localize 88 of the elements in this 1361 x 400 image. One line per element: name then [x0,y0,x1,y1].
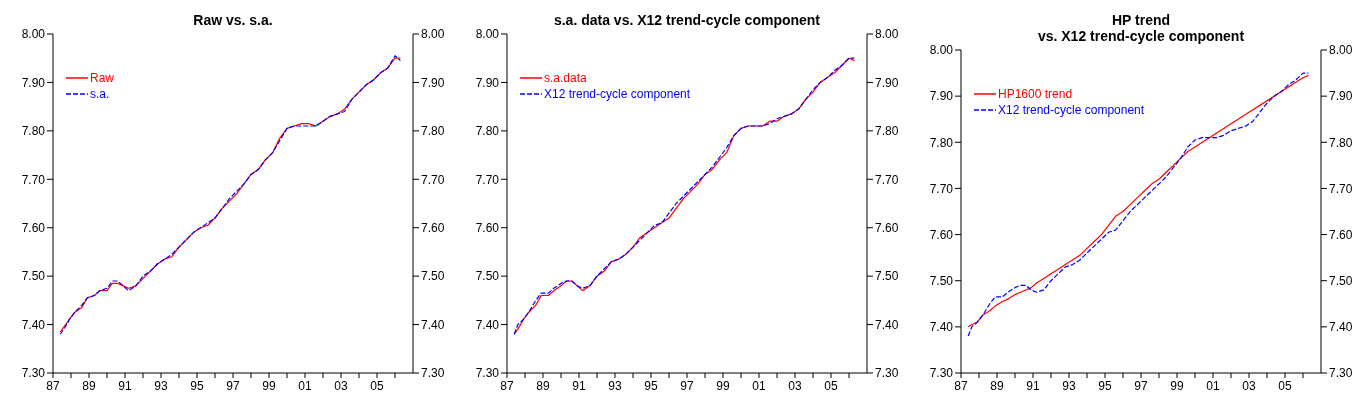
line-series [513,57,855,335]
x-tick-label: 89 [536,379,550,393]
x-tick-label: 89 [990,379,1004,393]
y2-tick-label: 7.30 [421,366,445,381]
x-tick-label: 01 [752,379,766,393]
x-tick-label: 89 [82,379,96,393]
x-tick-label: 91 [1026,379,1040,393]
x-tick-label: 01 [298,379,312,393]
x-tick-label: 03 [334,379,348,393]
y2-tick-label: 7.70 [1329,181,1353,196]
x-tick-label: 05 [370,379,384,393]
x-tick-label: 03 [788,379,802,393]
y-tick-label: 7.50 [475,269,500,284]
x-tick-label: 99 [1170,379,1184,393]
x-tick-label: 87 [954,379,968,393]
y2-tick-label: 8.00 [1329,43,1353,58]
y2-tick-label: 8.00 [875,27,899,42]
x-tick-label: 93 [608,379,622,393]
y-tick-label: 7.70 [21,172,46,187]
x-tick-label: 99 [262,379,276,393]
y2-tick-label: 7.80 [421,124,445,139]
chart-title: s.a. data vs. X12 trend-cycle component [552,12,822,28]
y-tick-label: 7.40 [21,317,46,332]
legend-label: HP1600 trend [998,86,1073,102]
y-tick-label: 7.70 [475,172,500,187]
y2-tick-label: 7.40 [1329,320,1353,335]
x-tick-label: 95 [1098,379,1112,393]
y2-tick-label: 7.90 [875,75,899,90]
x-tick-label: 93 [154,379,168,393]
y-tick-label: 8.00 [21,27,46,42]
x-tick-label: 91 [118,379,132,393]
chart-title: HP trend vs. X12 trend-cycle component [1036,12,1246,44]
y2-tick-label: 7.90 [421,75,445,90]
x-tick-label: 95 [644,379,658,393]
x-tick-label: 97 [1134,379,1148,393]
x-tick-label: 05 [1278,379,1292,393]
x-tick-label: 05 [824,379,838,393]
y2-tick-label: 7.50 [421,269,445,284]
y-tick-label: 7.90 [475,75,500,90]
y2-tick-label: 8.00 [421,27,445,42]
y2-tick-label: 7.80 [1329,135,1353,150]
x-tick-label: 87 [46,379,60,393]
legend-label: X12 trend-cycle component [998,102,1145,118]
y-tick-label: 7.50 [21,269,46,284]
x-tick-label: 95 [190,379,204,393]
y-tick-label: 7.30 [475,366,500,381]
y2-tick-label: 7.30 [1329,366,1353,381]
x-tick-label: 93 [1062,379,1076,393]
y2-tick-label: 7.50 [875,269,899,284]
x-tick-label: 97 [226,379,240,393]
y2-tick-label: 7.80 [875,124,899,139]
y-tick-label: 7.60 [475,220,500,235]
y-tick-label: 7.90 [929,89,954,104]
y-tick-label: 7.80 [929,135,954,150]
y-tick-label: 7.40 [475,317,500,332]
y-tick-label: 8.00 [475,27,500,42]
y-tick-label: 7.30 [929,366,954,381]
y-tick-label: 7.90 [21,75,46,90]
y2-tick-label: 7.40 [875,317,899,332]
y2-tick-label: 7.60 [875,220,899,235]
y-tick-label: 7.80 [475,124,500,139]
y2-tick-label: 7.40 [421,317,445,332]
y2-tick-label: 7.70 [875,172,899,187]
y-tick-label: 7.30 [21,366,46,381]
legend-label: Raw [90,70,115,86]
y-tick-label: 7.60 [929,227,954,242]
chart-title: Raw vs. s.a. [192,12,274,28]
x-tick-label: 99 [716,379,730,393]
y-tick-label: 7.50 [929,273,954,288]
y2-tick-label: 7.60 [421,220,445,235]
y-tick-label: 7.70 [929,181,954,196]
legend-label: s.a. [90,86,110,102]
x-tick-label: 87 [500,379,514,393]
y2-tick-label: 7.70 [421,172,445,187]
y-tick-label: 7.60 [21,220,46,235]
y-tick-label: 7.40 [929,320,954,335]
x-tick-label: 97 [680,379,694,393]
x-tick-label: 03 [1242,379,1256,393]
y2-tick-label: 7.90 [1329,89,1353,104]
y2-tick-label: 7.60 [1329,227,1353,242]
legend-label: X12 trend-cycle component [544,86,691,102]
y-tick-label: 8.00 [929,43,954,58]
y2-tick-label: 7.50 [1329,273,1353,288]
x-tick-label: 01 [1206,379,1220,393]
legend-label: s.a.data [544,70,587,86]
y-tick-label: 7.80 [21,124,46,139]
y2-tick-label: 7.30 [875,366,899,381]
x-tick-label: 91 [572,379,586,393]
